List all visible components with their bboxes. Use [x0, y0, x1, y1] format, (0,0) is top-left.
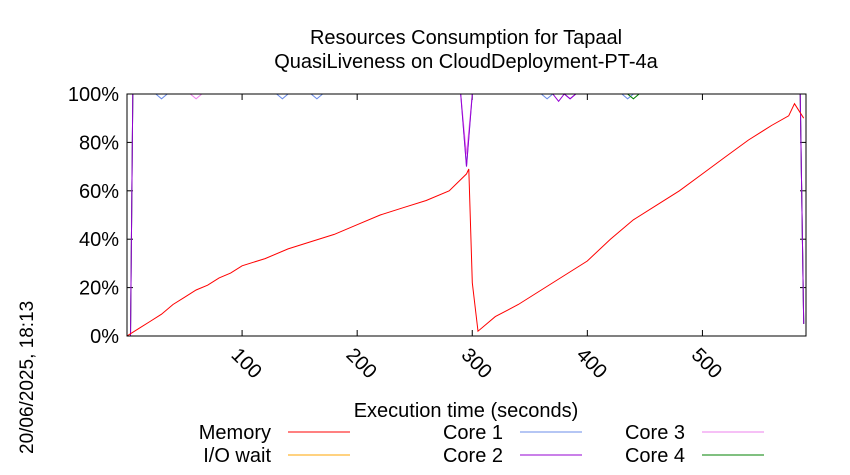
- y-tick-label: 40%: [79, 229, 119, 251]
- x-tick-label: 500: [687, 344, 726, 383]
- chart-subtitle: QuasiLiveness on CloudDeployment-PT-4a: [274, 51, 658, 73]
- legend-label-core-1: Core 1: [443, 422, 503, 444]
- y-axis-ticks: 0% 20% 40% 60% 80% 100%: [68, 84, 806, 348]
- legend-label-i-o-wait: I/O wait: [203, 445, 271, 467]
- legend-label-core-2: Core 2: [443, 445, 503, 467]
- x-tick-label: 200: [342, 344, 381, 383]
- plot-frame: [126, 93, 807, 337]
- y-tick-label: 60%: [79, 181, 119, 203]
- timestamp-label: 20/06/2025, 18:13: [17, 301, 38, 454]
- chart-title: Resources Consumption for Tapaal: [310, 27, 622, 49]
- x-axis-ticks: 100 200 300 400 500: [227, 94, 726, 383]
- legend-label-core-3: Core 3: [625, 422, 685, 444]
- x-tick-label: 100: [227, 344, 266, 383]
- legend-label-memory: Memory: [199, 422, 271, 444]
- series-line-core-4: [127, 93, 805, 337]
- series-line-core-3: [127, 93, 805, 337]
- y-tick-label: 0%: [90, 326, 119, 348]
- y-tick-label: 100%: [68, 84, 119, 106]
- x-tick-label: 300: [457, 344, 496, 383]
- series-lines: [126, 93, 806, 337]
- series-line-core-2: [127, 93, 805, 337]
- y-tick-label: 80%: [79, 132, 119, 154]
- series-line-core-1: [127, 93, 805, 337]
- x-tick-label: 400: [572, 344, 611, 383]
- legend-label-core-4: Core 4: [625, 445, 685, 467]
- y-tick-label: 20%: [79, 278, 119, 300]
- x-axis-label: Execution time (seconds): [354, 400, 579, 422]
- series-line-memory: [126, 102, 805, 337]
